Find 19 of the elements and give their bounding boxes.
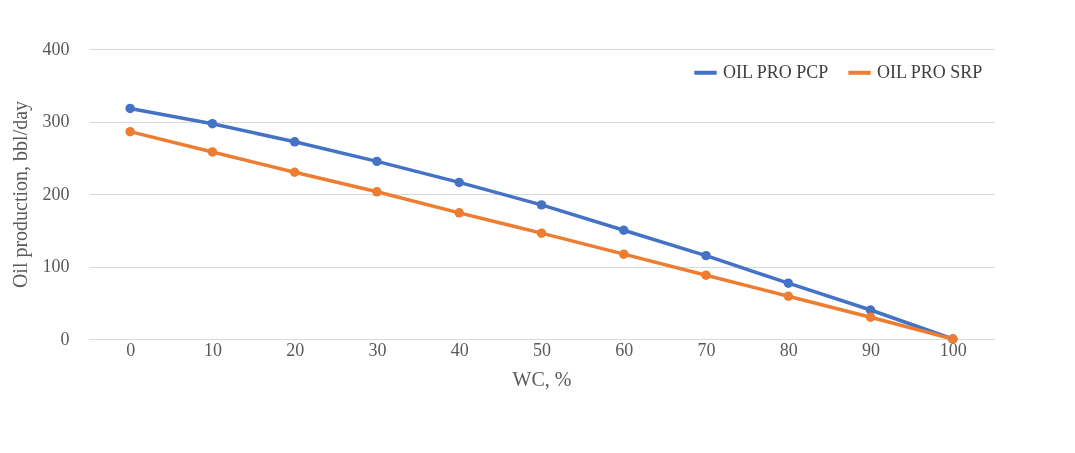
x-tick-label: 80 <box>779 339 798 360</box>
legend-label: OIL PRO PCP <box>723 61 829 82</box>
x-tick-label: 20 <box>286 339 305 360</box>
x-tick-label: 70 <box>697 339 716 360</box>
x-tick-label: 100 <box>939 339 967 360</box>
x-tick-label: 50 <box>533 339 551 360</box>
y-tick-label: 200 <box>42 183 70 204</box>
x-tick-label: 30 <box>368 339 387 360</box>
x-tick-label: 40 <box>450 339 469 360</box>
x-tick-label: 10 <box>203 339 222 360</box>
y-tick-label: 400 <box>42 38 70 59</box>
x-axis-title: WC, % <box>512 367 572 390</box>
legend-label: OIL PRO SRP <box>877 61 983 82</box>
y-tick-label: 100 <box>42 256 70 276</box>
y-tick-label: 300 <box>42 111 70 131</box>
x-tick-label: 0 <box>126 339 136 360</box>
x-tick-label: 60 <box>615 339 634 360</box>
x-tick-label: 90 <box>862 339 881 360</box>
y-axis-title: Oil production, bbl/day <box>8 100 32 289</box>
